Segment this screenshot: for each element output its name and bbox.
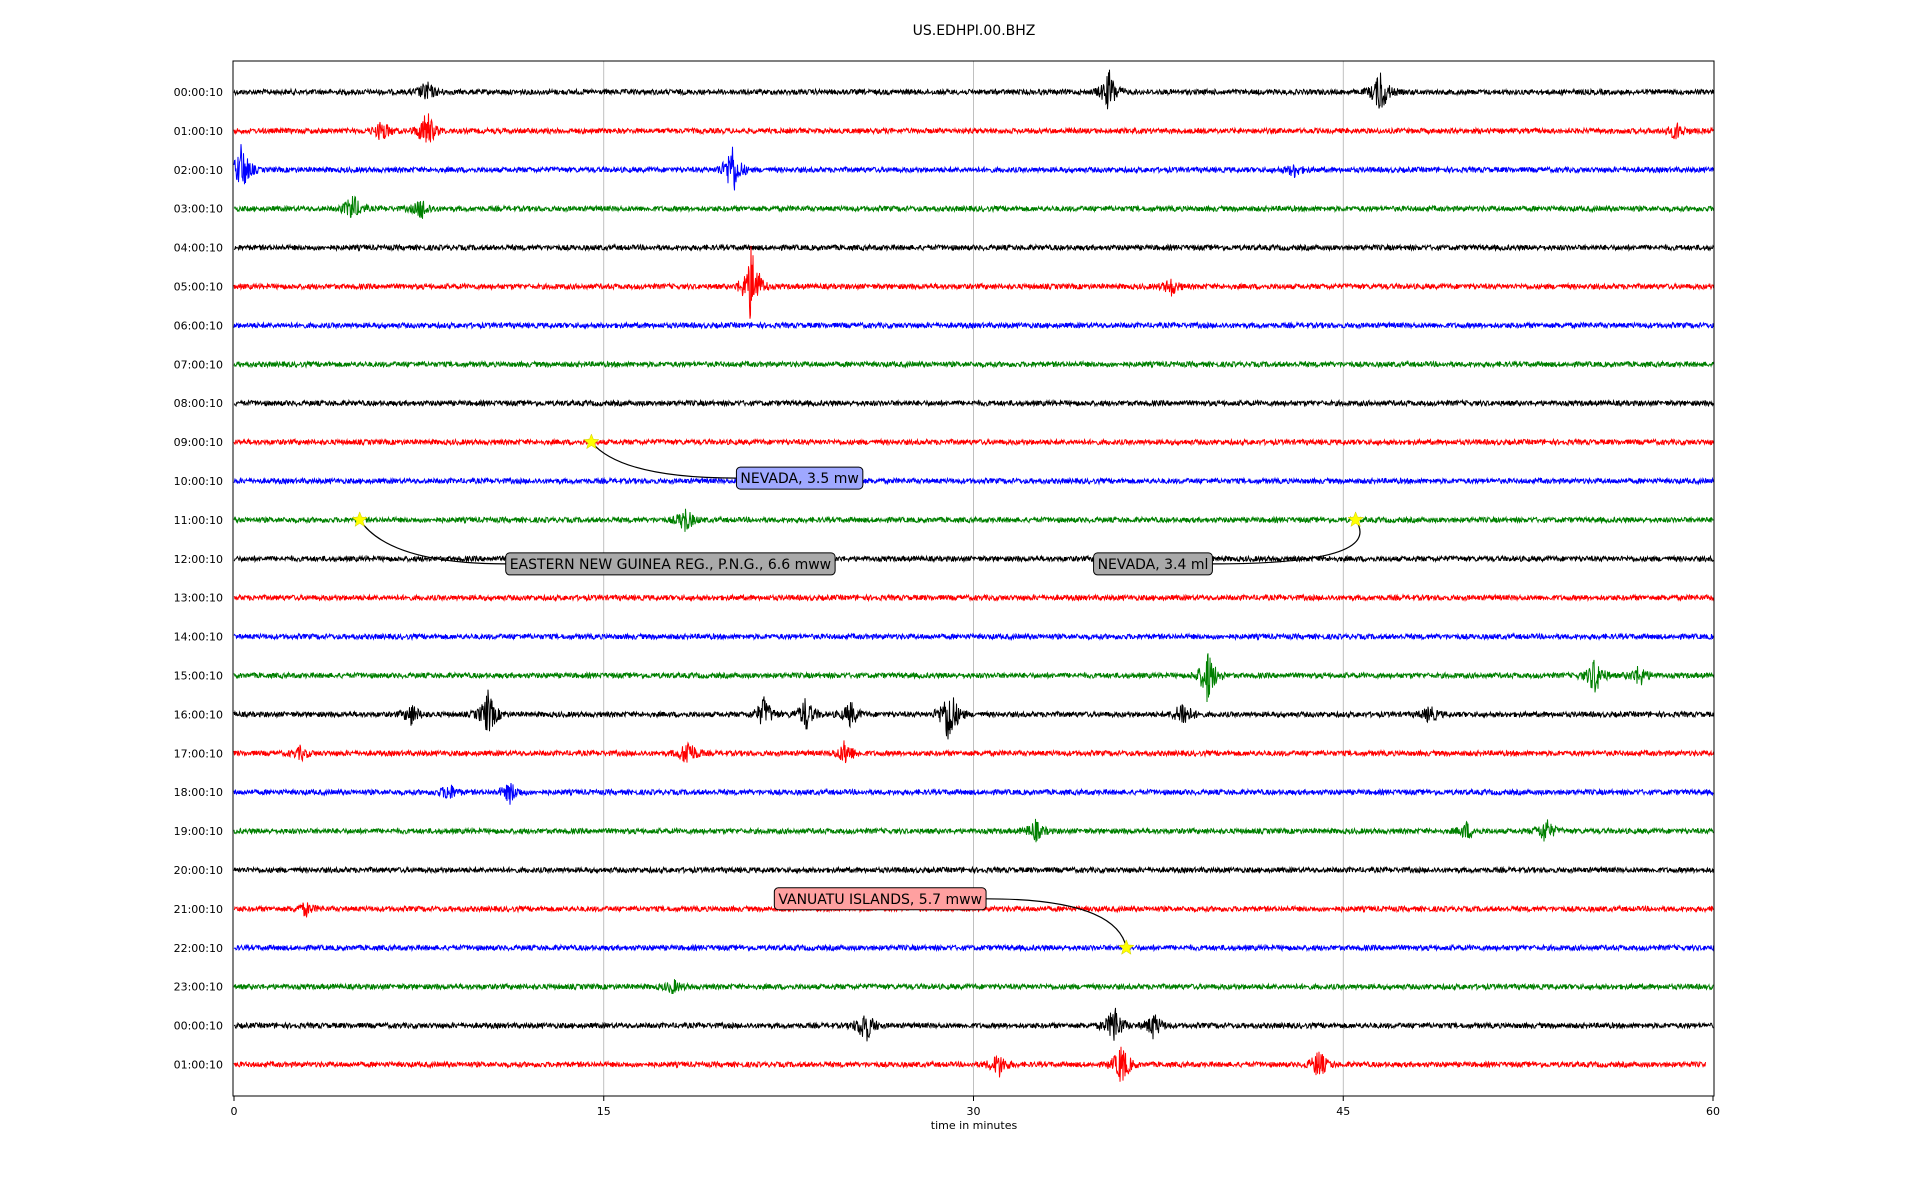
seismic-trace (233, 144, 1714, 191)
x-tick-label: 15 (597, 1105, 611, 1118)
row-time-label: 05:00:10 (174, 281, 223, 294)
x-axis-label: time in minutes (931, 1119, 1018, 1132)
seismic-trace (233, 653, 1714, 703)
seismic-trace (233, 943, 1714, 953)
seismic-trace (233, 69, 1714, 110)
row-time-label: 02:00:10 (174, 164, 223, 177)
seismic-trace (233, 865, 1714, 875)
row-time-label: 04:00:10 (174, 242, 223, 255)
seismic-trace (233, 740, 1714, 764)
seismic-trace (233, 320, 1714, 330)
seismic-trace (233, 1046, 1706, 1082)
row-time-label: 06:00:10 (174, 319, 223, 332)
event-annotations: NEVADA, 3.5 mw EASTERN NEW GUINEA REG., P… (351, 433, 1364, 955)
row-time-label: 15:00:10 (174, 670, 223, 683)
seismic-trace (233, 437, 1714, 447)
event-label-box (1093, 552, 1213, 576)
vertical-gridlines (603, 61, 1344, 1096)
row-time-label: 12:00:10 (174, 553, 223, 566)
row-time-label: 11:00:10 (174, 514, 223, 527)
event-label: VANUATU ISLANDS, 5.7 mww (778, 892, 982, 908)
row-time-label: 17:00:10 (174, 747, 223, 760)
event-star-marker (1118, 939, 1135, 955)
event-connector (986, 898, 1127, 948)
seismic-trace (233, 782, 1714, 805)
seismic-trace (233, 979, 1714, 995)
chart-title: US.EDHPI.00.BHZ (913, 23, 1036, 39)
event-star-marker (583, 433, 600, 450)
seismic-trace (233, 476, 1714, 486)
row-time-label: 10:00:10 (174, 475, 223, 488)
row-time-label: 13:00:10 (174, 592, 223, 605)
event-label-box (773, 887, 987, 911)
seismic-trace (233, 689, 1714, 740)
event-annotation: NEVADA, 3.5 mw (583, 433, 864, 490)
row-time-label: 21:00:10 (174, 903, 223, 916)
event-connector (1212, 519, 1361, 565)
seismic-trace (233, 632, 1714, 642)
row-time-label: 22:00:10 (174, 942, 223, 955)
event-connector (359, 519, 506, 565)
seismic-trace (233, 818, 1714, 843)
seismic-trace (233, 1007, 1714, 1042)
row-time-label: 09:00:10 (174, 436, 223, 449)
x-tick-label: 60 (1706, 1105, 1720, 1118)
row-time-label: 19:00:10 (174, 825, 223, 838)
seismic-trace (233, 508, 1714, 532)
seismic-trace (233, 593, 1714, 603)
x-tick-label: 0 (231, 1105, 238, 1118)
row-time-label: 14:00:10 (174, 631, 223, 644)
seismic-trace (233, 554, 1714, 564)
seismic-trace (233, 243, 1714, 253)
row-time-label: 16:00:10 (174, 708, 223, 721)
row-time-label: 07:00:10 (174, 358, 223, 371)
row-time-label: 23:00:10 (174, 981, 223, 994)
row-time-label: 03:00:10 (174, 203, 223, 216)
event-label-box (505, 552, 836, 576)
event-star-marker (351, 511, 368, 527)
seismic-trace (233, 195, 1714, 219)
seismic-trace (233, 245, 1714, 319)
row-time-label: 01:00:10 (174, 1059, 223, 1072)
event-annotation: EASTERN NEW GUINEA REG., P.N.G., 6.6 mww (351, 511, 836, 576)
event-label-box (735, 466, 864, 490)
event-annotation: NEVADA, 3.4 ml (1093, 511, 1364, 576)
row-time-label: 01:00:10 (174, 125, 223, 138)
event-star-marker (1347, 511, 1364, 527)
x-axis-ticks: 0 15 30 45 60 (231, 1096, 1720, 1118)
event-connector (590, 441, 737, 479)
row-time-label: 20:00:10 (174, 864, 223, 877)
row-time-labels: 00:00:10 01:00:10 02:00:10 03:00:10 04:00:10… (174, 86, 223, 1072)
x-tick-label: 30 (967, 1105, 981, 1118)
event-label: EASTERN NEW GUINEA REG., P.N.G., 6.6 mww (510, 557, 831, 573)
event-label: NEVADA, 3.5 mw (740, 471, 858, 487)
event-annotation: VANUATU ISLANDS, 5.7 mww (773, 887, 1135, 955)
x-tick-label: 45 (1336, 1105, 1350, 1118)
seismic-trace (233, 113, 1714, 143)
event-label: NEVADA, 3.4 ml (1098, 557, 1209, 573)
seismic-trace (233, 398, 1714, 408)
row-time-label: 00:00:10 (174, 1020, 223, 1033)
row-time-label: 08:00:10 (174, 397, 223, 410)
seismic-trace (233, 359, 1714, 369)
row-time-label: 18:00:10 (174, 786, 223, 799)
row-time-label: 00:00:10 (174, 86, 223, 99)
